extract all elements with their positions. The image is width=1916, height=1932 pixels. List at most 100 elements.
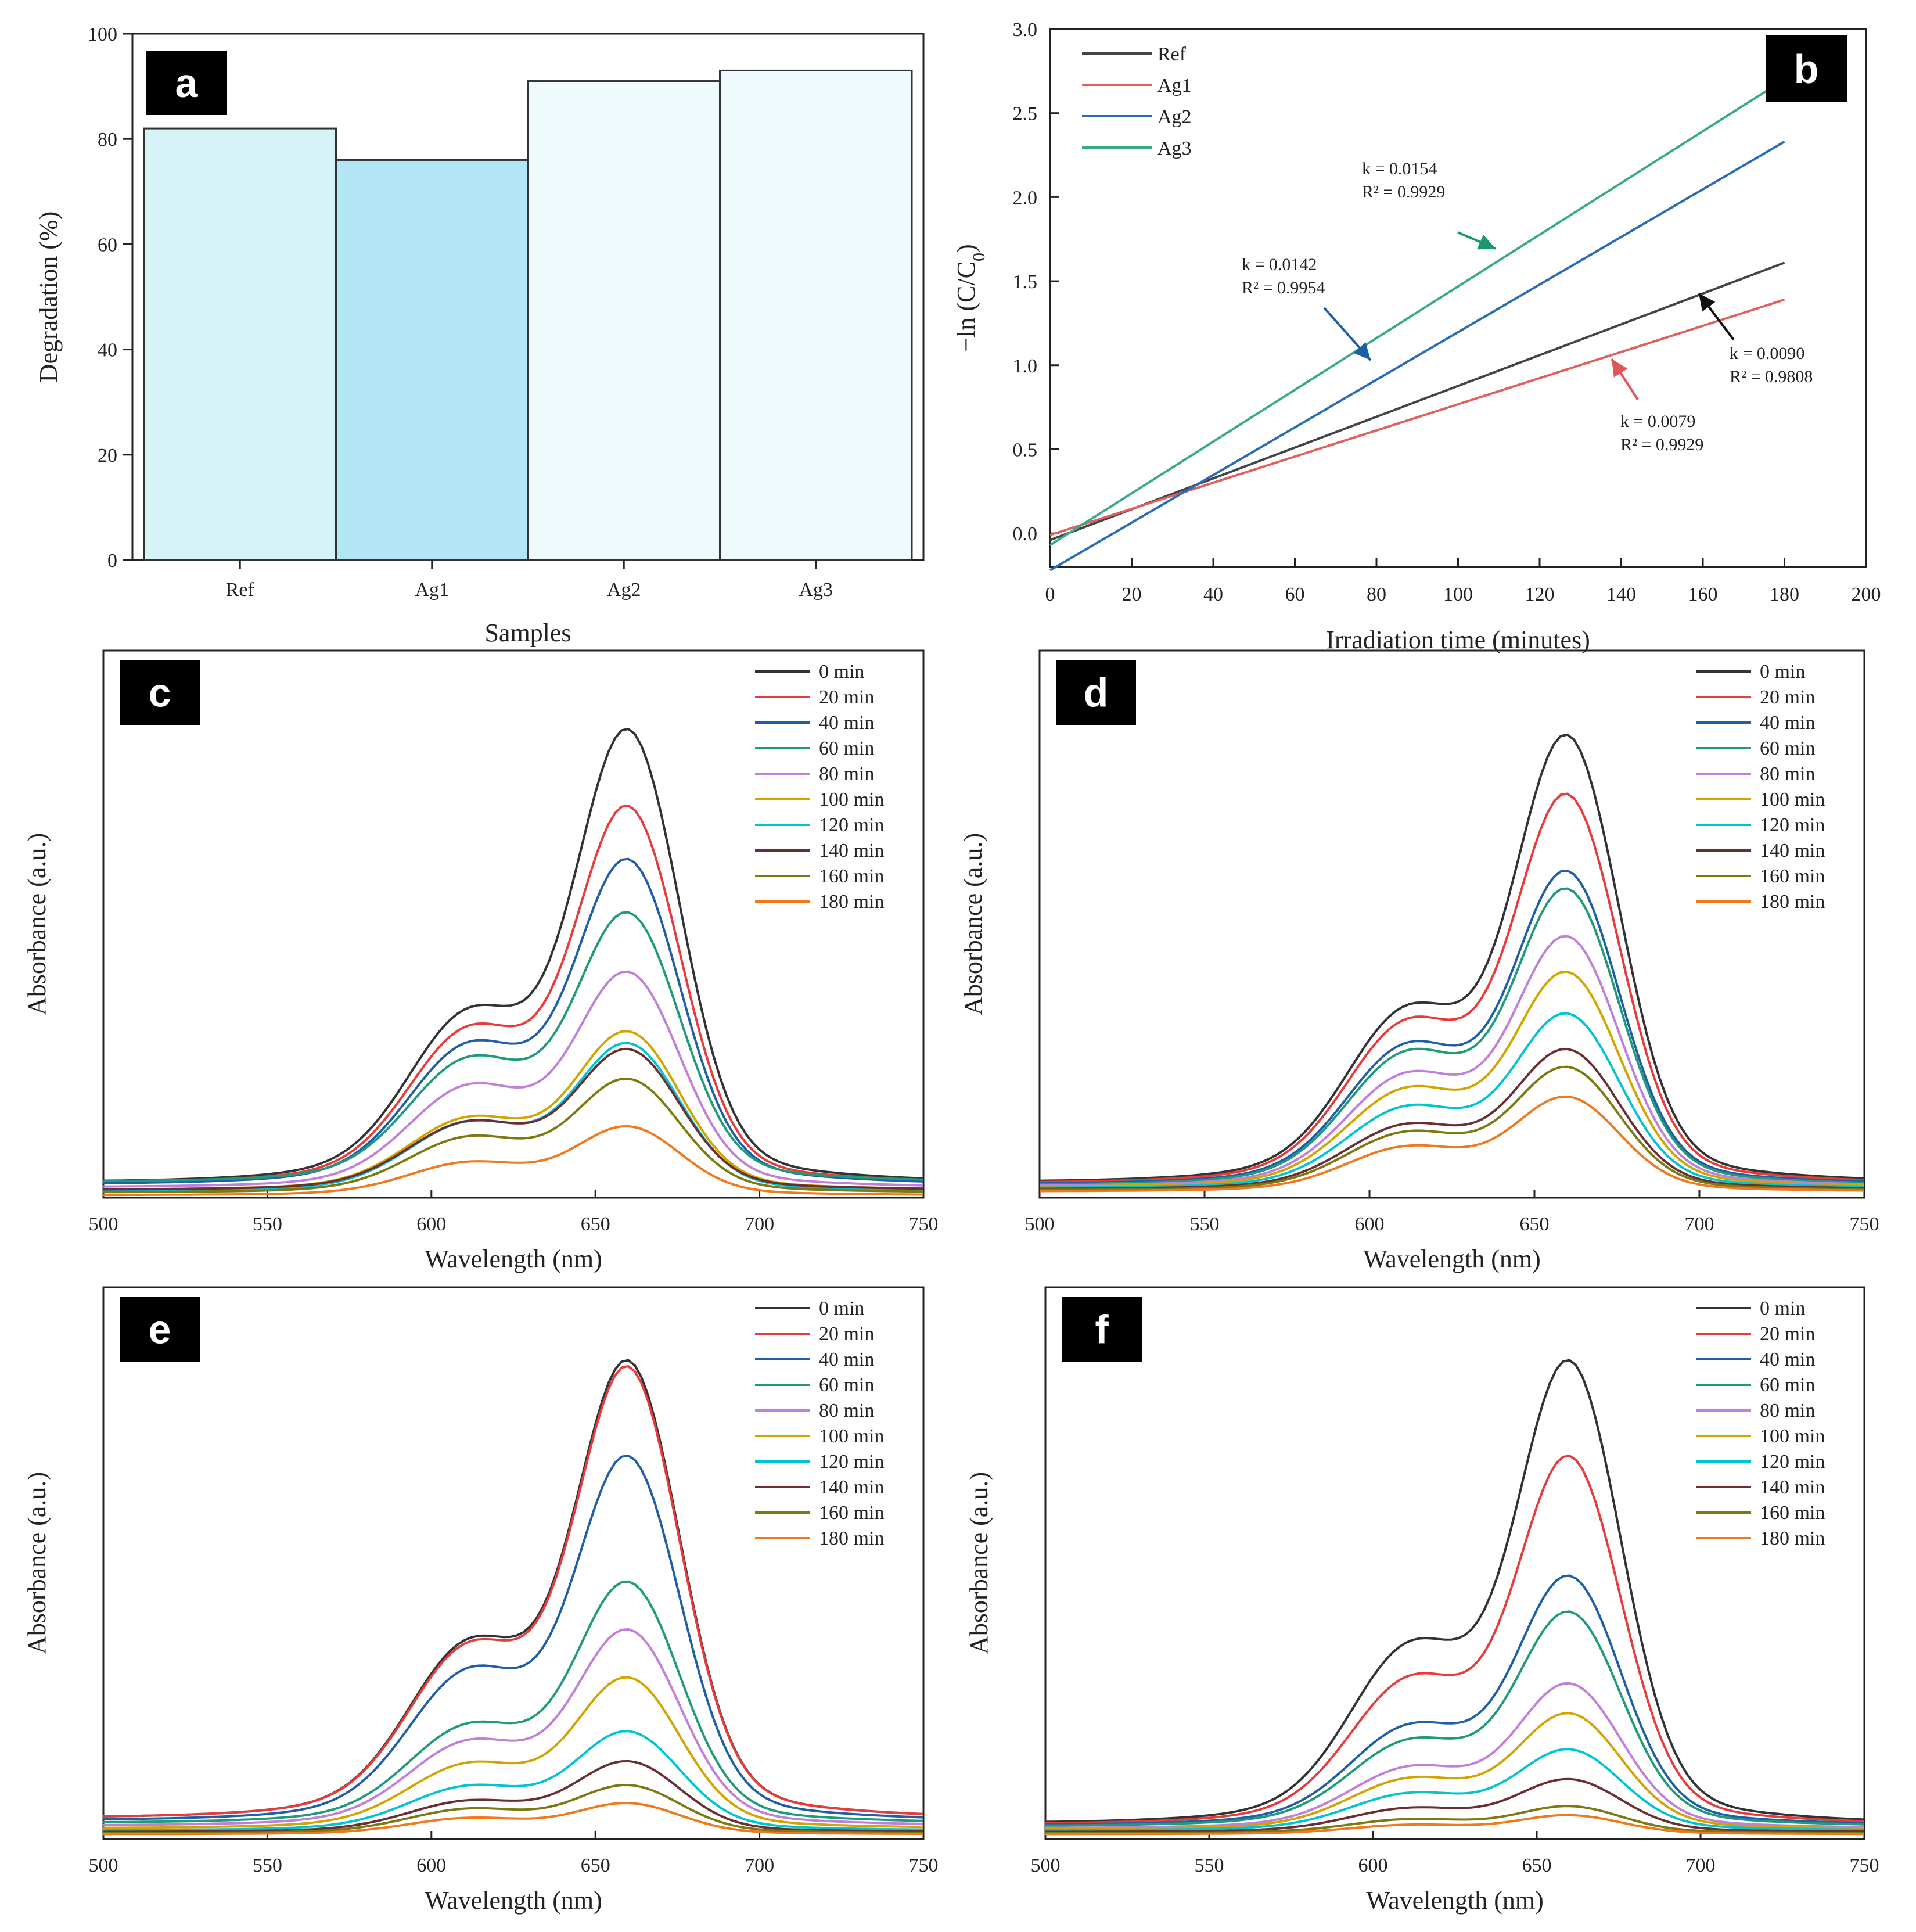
- x-tick-label: Ag3: [799, 579, 833, 601]
- x-tick-label: 750: [909, 1213, 939, 1235]
- spectrum-line-20-min: [103, 1364, 924, 1818]
- spectrum-line-140-min: [103, 1759, 924, 1833]
- x-tick-label: 120: [1525, 584, 1555, 605]
- y-axis-label: Absorbance (a.u.): [959, 833, 987, 1015]
- legend-label: 140 min: [819, 840, 884, 861]
- spectrum-line-0-min: [1039, 733, 1865, 1182]
- x-axis-label: Wavelength (nm): [425, 1886, 602, 1915]
- x-tick-label: 500: [1025, 1213, 1055, 1235]
- spectrum-line-100-min: [1045, 1712, 1865, 1830]
- x-tick-label: 200: [1852, 584, 1881, 605]
- annotation-k: k = 0.0154: [1362, 159, 1437, 178]
- y-axis-label-sub: 0: [969, 253, 988, 261]
- y-tick-label: 40: [98, 340, 117, 361]
- legend-label: 20 min: [819, 687, 874, 708]
- x-tick-label: 40: [1203, 584, 1223, 605]
- spectrum-line-0-min: [103, 727, 924, 1182]
- legend-label-ref: Ref: [1157, 44, 1187, 65]
- chart-c-frame: [102, 649, 925, 1199]
- y-tick-label: 100: [88, 24, 117, 45]
- legend-label: 40 min: [1760, 712, 1815, 734]
- y-tick-label: 20: [98, 445, 117, 466]
- panel-label-e-badge: [120, 1297, 200, 1362]
- panel-label-e: e: [149, 1307, 171, 1352]
- x-tick-label: 700: [745, 1213, 774, 1235]
- legend-label: 100 min: [819, 789, 884, 810]
- x-tick-label: 700: [1685, 1213, 1714, 1235]
- x-tick-label: 550: [253, 1213, 282, 1235]
- x-tick-label: 500: [89, 1855, 118, 1876]
- x-tick-label: 100: [1443, 584, 1473, 605]
- spectrum-line-100-min: [103, 1030, 924, 1191]
- x-tick-label: 600: [416, 1855, 446, 1876]
- legend-label: 180 min: [1760, 1528, 1825, 1549]
- y-axis-label-main: −ln (C/C: [952, 261, 980, 352]
- panel-label-f: f: [1095, 1307, 1109, 1352]
- x-axis-label: Wavelength (nm): [1363, 1245, 1541, 1273]
- legend-label: 80 min: [819, 1400, 874, 1421]
- annotation-r2: R² = 0.9954: [1242, 278, 1325, 297]
- spectrum-line-180-min: [1039, 1095, 1865, 1193]
- y-axis-label-close: ): [952, 244, 980, 253]
- spectrum-line-100-min: [103, 1676, 924, 1829]
- y-tick-label: 1.0: [1013, 355, 1038, 377]
- x-tick-label: 60: [1285, 584, 1305, 605]
- y-tick-label: 0.5: [1013, 439, 1038, 461]
- x-tick-label: 600: [1355, 1213, 1385, 1235]
- spectrum-line-160-min: [1040, 1065, 1865, 1191]
- x-tick-label: 750: [1850, 1213, 1879, 1235]
- legend-label: 20 min: [1760, 1323, 1815, 1345]
- chart-a: Ref Ag1 Ag2 Ag3 0 20 40 60 80 100 Samples Degradati…: [34, 24, 925, 647]
- legend-label: 20 min: [819, 1323, 874, 1345]
- legend-label: 0 min: [819, 661, 864, 683]
- annotation-arrow-head: [1699, 293, 1716, 312]
- x-tick-label: 650: [1522, 1855, 1552, 1876]
- spectrum-line-40-min: [1040, 869, 1865, 1184]
- x-tick-label: 180: [1770, 584, 1799, 605]
- legend-label: 120 min: [819, 814, 884, 836]
- spectrum-line-80-min: [103, 1628, 924, 1826]
- annotation-r2: R² = 0.9808: [1730, 367, 1813, 386]
- legend-label: 80 min: [1760, 763, 1815, 785]
- x-tick-label: 700: [745, 1855, 774, 1876]
- spectrum-line-60-min: [1039, 887, 1865, 1186]
- annotation-k: k = 0.0090: [1730, 344, 1804, 363]
- y-tick-label: 60: [98, 234, 117, 256]
- legend-label: 160 min: [1760, 1502, 1825, 1524]
- y-tick-label: 0.0: [1013, 523, 1038, 545]
- x-tick-label: 650: [581, 1855, 610, 1876]
- spectrum-line-60-min: [103, 911, 924, 1183]
- x-tick-label: 140: [1606, 584, 1636, 605]
- bar-ag2: [527, 80, 721, 561]
- spectrum-line-40-min: [1045, 1574, 1865, 1826]
- chart-f: 500 550 600 650 700 750 0 min 20 min 40 min 60 mi…: [965, 1286, 1879, 1915]
- y-tick-label: 80: [98, 129, 117, 150]
- x-tick-label: 550: [253, 1855, 282, 1876]
- panel-label-b: b: [1794, 46, 1819, 92]
- spectrum-line-40-min: [103, 1454, 924, 1820]
- bar-ag3: [719, 69, 913, 561]
- spectrum-line-60-min: [1045, 1610, 1865, 1827]
- x-tick-label: 750: [1850, 1855, 1879, 1876]
- y-axis-label: Absorbance (a.u.): [23, 1472, 51, 1654]
- panel-label-d: d: [1084, 670, 1109, 716]
- spectrum-line-80-min: [1045, 1682, 1865, 1829]
- spectrum-line-0-min: [103, 1359, 924, 1818]
- annotation-k: k = 0.0079: [1620, 412, 1695, 431]
- y-axis-label: Absorbance (a.u.): [23, 833, 51, 1015]
- legend-label: 40 min: [819, 712, 874, 734]
- spectrum-line-180-min: [1045, 1814, 1864, 1836]
- spectrum-line-60-min: [103, 1580, 924, 1823]
- x-axis-label: Samples: [484, 619, 571, 647]
- legend-label: 60 min: [819, 1374, 874, 1396]
- legend-label: 120 min: [1760, 814, 1825, 836]
- x-tick-label: 550: [1190, 1213, 1220, 1235]
- x-tick-label: 600: [1358, 1855, 1388, 1876]
- bar-ag1: [335, 159, 529, 561]
- chart-b: 0 20 40 60 80 100 120 140 160 180 200 0.0 0.5 1.0 1.5 2…: [952, 19, 1881, 654]
- spectrum-line-140-min: [1045, 1777, 1865, 1833]
- y-tick-label: 2.5: [1013, 103, 1038, 125]
- spectrum-line-20-min: [1045, 1455, 1865, 1825]
